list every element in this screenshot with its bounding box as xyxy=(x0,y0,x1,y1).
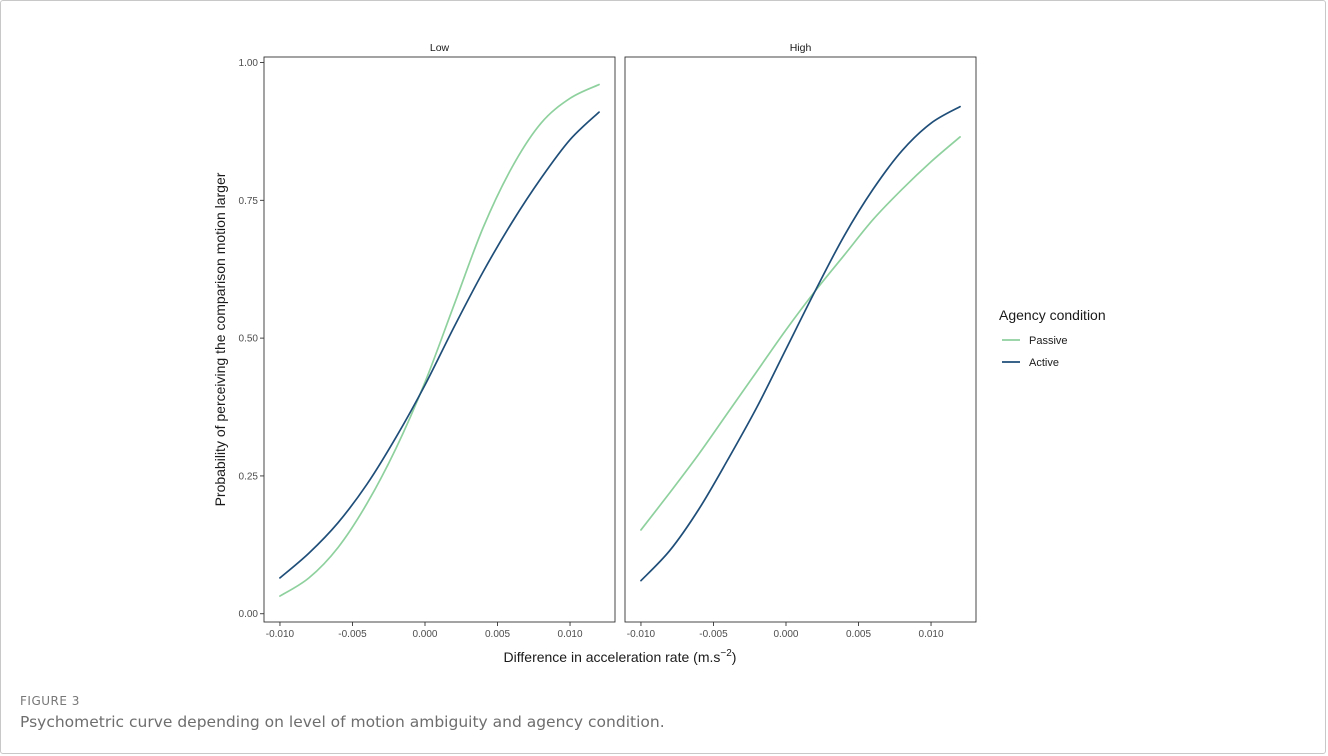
y-tick-label-3: 0.75 xyxy=(239,196,259,207)
x-tick-label-low-0: -0.010 xyxy=(266,629,295,640)
series-line-low-active xyxy=(279,111,600,579)
x-tick-label-high-4: 0.010 xyxy=(919,629,944,640)
panel-border-high xyxy=(624,56,977,623)
y-tick-label-0: 0.00 xyxy=(239,609,259,620)
facet-title-high: High xyxy=(790,42,812,54)
x-tick-label-low-4: 0.010 xyxy=(558,629,583,640)
x-tick-label-high-1: -0.005 xyxy=(699,629,728,640)
panel-border-low xyxy=(263,56,616,623)
y-tick-label-1: 0.25 xyxy=(239,471,259,482)
x-tick-label-high-3: 0.005 xyxy=(846,629,871,640)
x-tick-label-low-3: 0.005 xyxy=(485,629,510,640)
legend-label-active: Active xyxy=(1029,357,1059,369)
legend-title: Agency condition xyxy=(999,307,1106,323)
x-axis-title: Difference in acceleration rate (m.s−2) xyxy=(504,648,737,665)
series-line-high-active xyxy=(640,105,961,582)
series-line-high-passive xyxy=(640,136,961,531)
figure-caption: Psychometric curve depending on level of… xyxy=(20,713,665,731)
x-tick-label-low-1: -0.005 xyxy=(338,629,367,640)
y-axis-title: Probability of perceiving the comparison… xyxy=(212,172,228,506)
y-tick-label-4: 1.00 xyxy=(239,58,259,69)
x-tick-label-high-0: -0.010 xyxy=(627,629,656,640)
psychometric-chart: Low -0.010 -0.005 0.000 0.005 0.010 High -0.010… xyxy=(212,42,1106,665)
figure-label: FIGURE 3 xyxy=(20,694,80,708)
legend-label-passive: Passive xyxy=(1029,335,1068,347)
y-tick-label-2: 0.50 xyxy=(239,334,259,345)
series-line-low-passive xyxy=(279,83,600,597)
x-tick-label-low-2: 0.000 xyxy=(412,629,437,640)
x-tick-label-high-2: 0.000 xyxy=(773,629,798,640)
facet-title-low: Low xyxy=(430,42,450,54)
